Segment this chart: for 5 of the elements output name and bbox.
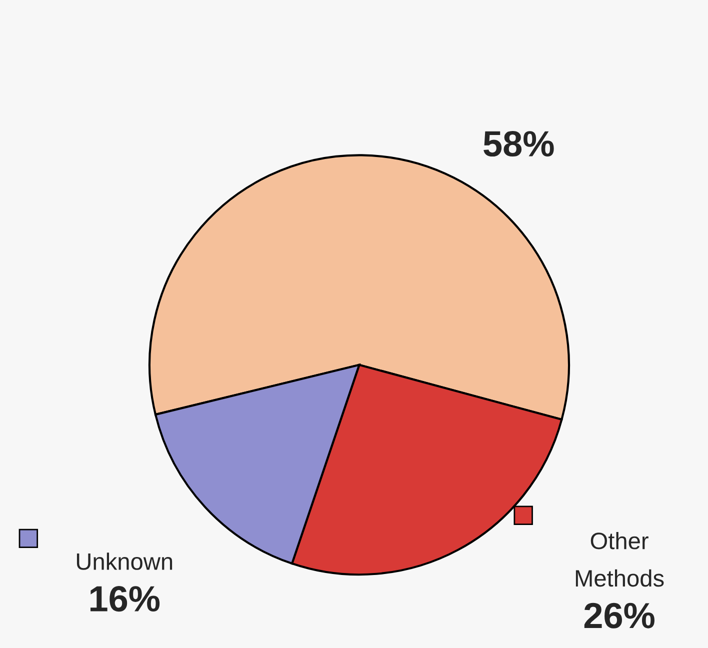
slice-label: Other Methods (576, 532, 664, 587)
slice-label: Unknown (76, 552, 172, 570)
data-label: 58% (484, 130, 554, 157)
data-label: 26% (584, 602, 654, 628)
data-label: 16% (90, 586, 160, 612)
